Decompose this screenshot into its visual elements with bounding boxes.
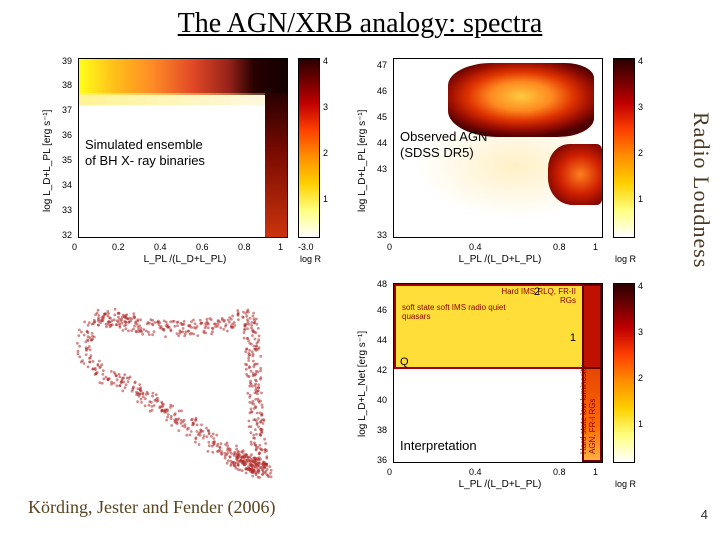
colorbar-br xyxy=(613,283,635,463)
ytick: 44 xyxy=(377,138,387,148)
heat-blob-low-l xyxy=(548,144,602,205)
ytick: 43 xyxy=(377,164,387,174)
panel-hysteresis-loop xyxy=(40,277,325,497)
ytick: 33 xyxy=(62,205,72,215)
cbar-axis-br: log R xyxy=(615,479,636,489)
num-1: 1 xyxy=(570,332,576,344)
ytick: 38 xyxy=(62,80,72,90)
axes-tl: Simulated ensemble of BH X- ray binaries xyxy=(78,58,288,238)
ytick: 46 xyxy=(377,305,387,315)
xtick: 0.8 xyxy=(553,242,566,252)
ytick: 44 xyxy=(377,335,387,345)
ylabel-tr: log L_D+L_PL [erg s⁻¹] xyxy=(357,92,368,212)
xtick: 0.2 xyxy=(112,242,125,252)
ytick: 38 xyxy=(377,425,387,435)
caption-tl: Simulated ensemble of BH X- ray binaries xyxy=(85,137,205,168)
heatmap-tl-band2 xyxy=(79,93,265,105)
ytick: 32 xyxy=(62,230,72,240)
heat-blob-high-l xyxy=(448,63,594,138)
xtick: 0 xyxy=(387,467,392,477)
xtick: 0 xyxy=(387,242,392,252)
panel-observed-agn: log L_D+L_PL [erg s⁻¹] Observed AGN (SDS… xyxy=(355,52,640,272)
xtick: 0.4 xyxy=(469,242,482,252)
figure-grid: log L_D+L_PL [erg s⁻¹] Simulated ensembl… xyxy=(0,52,720,532)
ylabel-br: log L_D+L_Net [erg s⁻¹] xyxy=(357,317,368,437)
xtick: 0.4 xyxy=(154,242,167,252)
axes-tr: Observed AGN (SDSS DR5) xyxy=(393,58,603,238)
scatter-svg xyxy=(60,287,300,487)
interp-regions: soft state soft IMS radio quiet quasars … xyxy=(394,284,602,462)
slide-number: 4 xyxy=(701,507,708,522)
xtick: 0.6 xyxy=(196,242,209,252)
xtick: 0 xyxy=(72,242,77,252)
xlabel-br: L_PL /(L_D+L_PL) xyxy=(435,479,565,490)
axes-br: soft state soft IMS radio quiet quasars … xyxy=(393,283,603,463)
ytick: 42 xyxy=(377,365,387,375)
xtick: 0.4 xyxy=(469,467,482,477)
ylabel-tl: log L_D+L_PL [erg s⁻¹] xyxy=(42,92,53,212)
ytick: 40 xyxy=(377,395,387,405)
ytick: 35 xyxy=(62,155,72,165)
xtick: 1 xyxy=(593,467,598,477)
citation: Körding, Jester and Fender (2006) xyxy=(28,497,275,518)
ytick: 48 xyxy=(377,279,387,289)
ytick: 45 xyxy=(377,112,387,122)
ytick: 33 xyxy=(377,230,387,240)
panel-interpretation: log L_D+L_Net [erg s⁻¹] soft state soft … xyxy=(355,277,640,497)
ytick: 46 xyxy=(377,86,387,96)
num-2: 2 xyxy=(534,286,540,298)
colorbar-tl xyxy=(298,58,320,238)
ytick: 36 xyxy=(377,455,387,465)
ytick: 47 xyxy=(377,60,387,70)
xtick: 0.8 xyxy=(238,242,251,252)
page-title: The AGN/XRB analogy: spectra xyxy=(0,0,720,44)
panel-simulated-xrb: log L_D+L_PL [erg s⁻¹] Simulated ensembl… xyxy=(40,52,325,272)
xlabel-tr: L_PL /(L_D+L_PL) xyxy=(435,254,565,265)
xtick: 1 xyxy=(593,242,598,252)
label-q: Q xyxy=(400,356,409,368)
cbar-axis-tl: log R xyxy=(300,254,321,264)
xlabel-tl: L_PL /(L_D+L_PL) xyxy=(120,254,250,265)
cbar-low-tl: -3.0 xyxy=(298,242,314,252)
cbar-axis-tr: log R xyxy=(615,254,636,264)
xtick: 1 xyxy=(278,242,283,252)
label-soft: soft state soft IMS radio quiet quasars xyxy=(402,304,512,322)
caption-tr: Observed AGN (SDSS DR5) xyxy=(400,129,520,160)
ytick: 37 xyxy=(62,105,72,115)
xtick: 0.8 xyxy=(553,467,566,477)
caption-br: Interpretation xyxy=(400,438,477,454)
label-hard: Hard state low luminosity AGN, FR-I RGs xyxy=(580,344,598,454)
side-label-radio-loudness: Radio Loudness xyxy=(688,112,714,268)
ytick: 36 xyxy=(62,130,72,140)
colorbar-tr xyxy=(613,58,635,238)
ytick: 34 xyxy=(62,180,72,190)
ytick: 39 xyxy=(62,56,72,66)
